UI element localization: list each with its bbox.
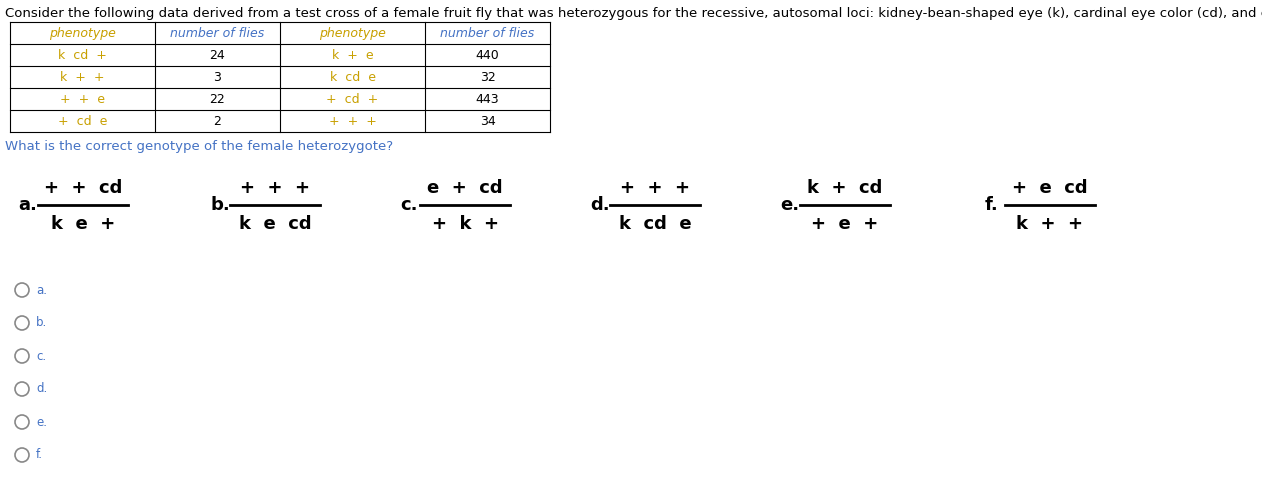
Circle shape [15, 283, 29, 297]
Text: c.: c. [400, 196, 418, 214]
Text: number of flies: number of flies [170, 27, 265, 39]
Text: 3: 3 [213, 71, 221, 83]
Text: c.: c. [37, 350, 47, 362]
Text: +  e  cd: + e cd [1012, 179, 1088, 197]
Text: e.: e. [780, 196, 799, 214]
Circle shape [15, 382, 29, 396]
Circle shape [15, 349, 29, 363]
Circle shape [15, 415, 29, 429]
Text: f.: f. [986, 196, 998, 214]
Text: k  e  +: k e + [50, 215, 115, 233]
Text: What is the correct genotype of the female heterozygote?: What is the correct genotype of the fema… [5, 140, 394, 153]
Text: d.: d. [37, 382, 47, 395]
Text: phenotype: phenotype [319, 27, 386, 39]
Text: +  +  e: + + e [61, 92, 105, 106]
Text: 32: 32 [480, 71, 496, 83]
Text: Consider the following data derived from a test cross of a female fruit fly that: Consider the following data derived from… [5, 7, 1262, 20]
Text: k  +  +: k + + [1016, 215, 1084, 233]
Text: k  e  cd: k e cd [239, 215, 312, 233]
Text: k  +  e: k + e [332, 49, 374, 61]
Text: +  cd  +: + cd + [327, 92, 379, 106]
Text: 2: 2 [213, 114, 221, 128]
Text: 24: 24 [209, 49, 226, 61]
Text: +  e  +: + e + [811, 215, 878, 233]
Text: a.: a. [18, 196, 37, 214]
Text: a.: a. [37, 283, 47, 297]
Text: +  cd  e: + cd e [58, 114, 107, 128]
Text: +  +  +: + + + [240, 179, 310, 197]
Text: b.: b. [209, 196, 230, 214]
Text: f.: f. [37, 448, 43, 462]
Text: 443: 443 [476, 92, 500, 106]
Text: k  +  +: k + + [61, 71, 105, 83]
Circle shape [15, 316, 29, 330]
Text: +  +  +: + + + [620, 179, 690, 197]
Text: e  +  cd: e + cd [428, 179, 502, 197]
Circle shape [15, 448, 29, 462]
Text: +  +  cd: + + cd [44, 179, 122, 197]
Text: k  +  cd: k + cd [808, 179, 882, 197]
Text: +  k  +: + k + [432, 215, 498, 233]
Text: b.: b. [37, 317, 47, 329]
Text: k  cd  e: k cd e [329, 71, 376, 83]
Text: 34: 34 [480, 114, 496, 128]
Text: 440: 440 [476, 49, 500, 61]
Text: +  +  +: + + + [328, 114, 376, 128]
Text: number of flies: number of flies [440, 27, 535, 39]
Text: d.: d. [591, 196, 610, 214]
Text: k  cd  +: k cd + [58, 49, 107, 61]
Text: k  cd  e: k cd e [618, 215, 692, 233]
Text: phenotype: phenotype [49, 27, 116, 39]
Text: 22: 22 [209, 92, 226, 106]
Text: e.: e. [37, 415, 47, 429]
